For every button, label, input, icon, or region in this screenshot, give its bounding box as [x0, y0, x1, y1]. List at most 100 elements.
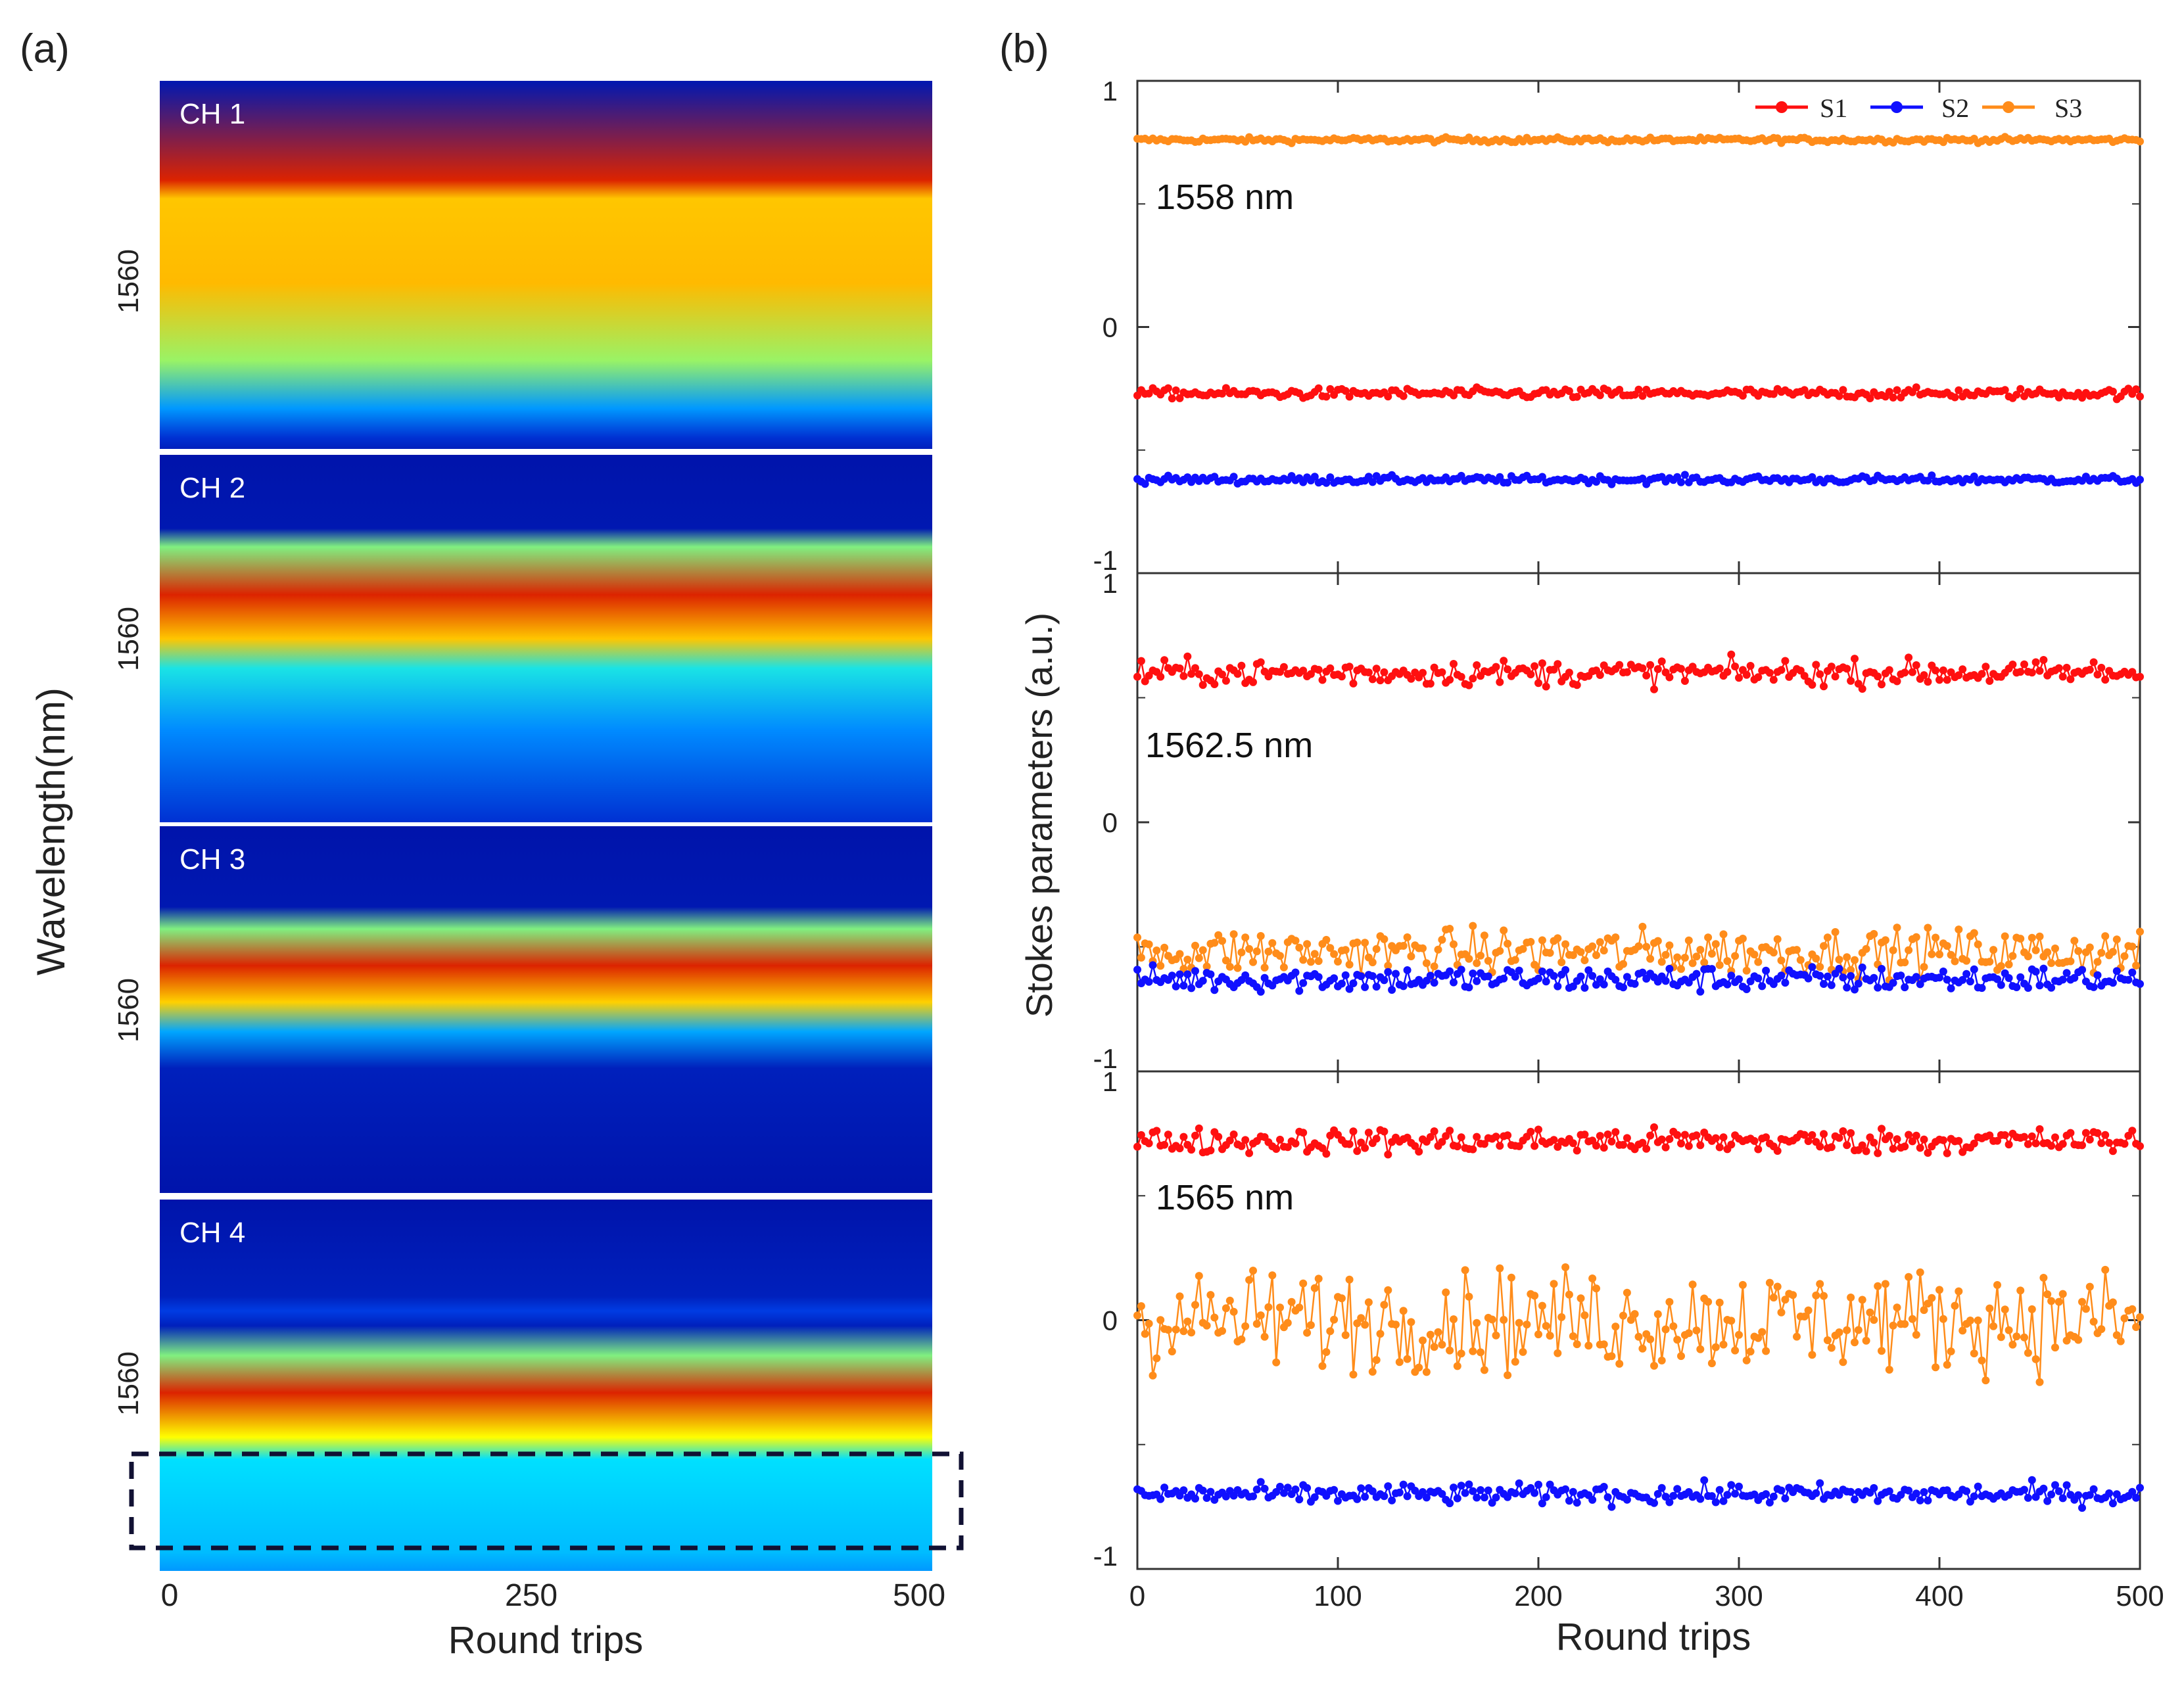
data-point: [1430, 663, 1438, 672]
data-point: [1326, 385, 1335, 393]
data-point: [1847, 1129, 1855, 1137]
data-point: [1878, 680, 1886, 689]
data-point: [1527, 938, 1535, 946]
data-point: [1742, 985, 1751, 993]
data-point: [1372, 983, 1381, 991]
data-point: [1680, 1131, 1689, 1139]
data-point: [1920, 671, 1928, 680]
data-point: [1241, 971, 1250, 979]
data-point: [1446, 967, 1454, 975]
data-point: [1345, 1140, 1354, 1148]
data-point: [1191, 1495, 1199, 1503]
data-point: [1673, 1131, 1682, 1139]
data-point: [1156, 1495, 1165, 1503]
data-point: [1237, 948, 1246, 956]
data-point: [1156, 962, 1165, 970]
data-point: [1970, 929, 1978, 937]
data-point: [2047, 1297, 2056, 1305]
data-point: [2066, 957, 2075, 966]
data-point: [2043, 948, 2052, 956]
data-point: [1492, 663, 1500, 671]
data-point: [1357, 1138, 1365, 1147]
data-point: [1469, 1347, 1477, 1355]
panel-b-xtick-label: 200: [1514, 1580, 1562, 1612]
data-point: [1229, 1307, 1238, 1316]
data-point: [1392, 969, 1400, 978]
data-point: [2136, 927, 2144, 936]
data-point: [1653, 1489, 1662, 1498]
data-point: [1496, 1264, 1504, 1273]
data-point: [1511, 1489, 1519, 1497]
data-point: [1137, 954, 1145, 962]
data-point: [2120, 952, 2129, 960]
data-point: [1199, 977, 1207, 985]
data-point: [1843, 1326, 1851, 1334]
data-point: [1314, 1274, 1323, 1283]
data-point: [1993, 975, 2001, 983]
data-point: [1592, 1142, 1600, 1150]
data-point: [1711, 940, 1720, 948]
data-point: [1920, 963, 1928, 971]
data-point: [1657, 657, 1666, 666]
data-point: [1554, 1142, 1562, 1151]
data-point: [1569, 1332, 1577, 1340]
data-point: [2112, 1331, 2121, 1340]
data-point: [1989, 1322, 1998, 1330]
data-point: [1650, 685, 1658, 693]
data-point: [1349, 979, 1358, 987]
data-point: [1943, 1149, 1951, 1157]
data-point: [1901, 1142, 1909, 1151]
data-point: [1680, 471, 1689, 479]
data-point: [1202, 1494, 1211, 1502]
data-point: [1364, 1129, 1373, 1137]
data-point: [1337, 1294, 1346, 1303]
data-point: [1769, 1294, 1778, 1302]
data-point: [1345, 392, 1354, 401]
data-point: [2024, 1493, 2032, 1502]
data-point: [1195, 954, 1203, 962]
data-point: [2028, 668, 2036, 677]
data-point: [1677, 665, 1685, 673]
data-point: [1754, 974, 1763, 983]
data-point: [1924, 1299, 1932, 1308]
data-point: [1619, 1140, 1627, 1149]
data-point: [1353, 1147, 1362, 1156]
panel-b-xlabel: Round trips: [1556, 1616, 1751, 1658]
data-point: [1473, 1319, 1481, 1327]
data-point: [1395, 1488, 1404, 1497]
data-point: [1592, 1284, 1600, 1293]
data-point: [1306, 958, 1315, 966]
data-point: [1735, 1330, 1743, 1339]
ytick-label: 1: [1103, 1066, 1118, 1097]
data-point: [1978, 1356, 1986, 1365]
data-point: [1299, 956, 1308, 964]
data-point: [1731, 1346, 1740, 1355]
data-point: [1823, 1336, 1832, 1344]
data-point: [1480, 1493, 1488, 1502]
data-point: [1847, 676, 1855, 685]
data-point: [1816, 1142, 1824, 1151]
data-point: [1777, 1486, 1786, 1495]
data-point: [1141, 677, 1149, 686]
data-point: [1611, 933, 1620, 942]
data-point: [1661, 950, 1670, 959]
data-point: [1457, 966, 1465, 974]
data-point: [2054, 1297, 2063, 1306]
data-point: [1531, 1142, 1539, 1150]
data-point: [1287, 1297, 1296, 1306]
panel-a-xtick-500: 500: [893, 1578, 945, 1613]
data-point: [1715, 664, 1724, 672]
data-point: [1149, 1371, 1157, 1380]
data-point: [1303, 1483, 1312, 1492]
data-point: [1962, 956, 1971, 965]
data-point: [1831, 672, 1840, 681]
data-point: [1353, 938, 1362, 946]
data-point: [1773, 1147, 1782, 1155]
data-point: [1237, 1142, 1246, 1150]
data-point: [1256, 987, 1265, 996]
data-point: [1905, 1131, 1913, 1139]
stokes-subplot-1: -1 0 1 1558 nm: [1093, 76, 2144, 576]
data-point: [1893, 677, 1901, 686]
data-point: [2047, 1490, 2056, 1499]
